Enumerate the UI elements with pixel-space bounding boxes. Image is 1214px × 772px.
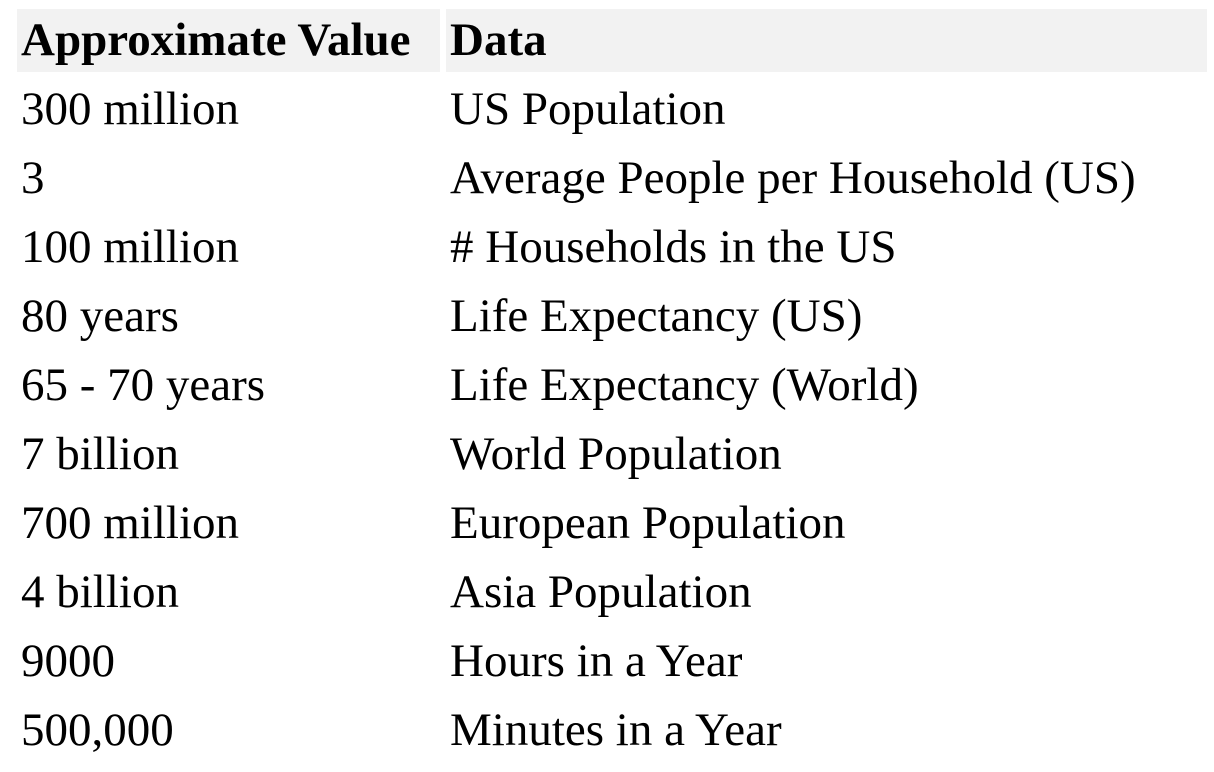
value-cell: 100 million <box>21 221 240 273</box>
value-cell: 7 billion <box>21 428 179 480</box>
table-row: 7 billion World Population <box>17 423 1207 486</box>
table-row: 65 - 70 years Life Expectancy (World) <box>17 354 1207 417</box>
value-cell: 3 <box>21 152 45 204</box>
value-cell: 9000 <box>21 635 115 687</box>
data-cell: Life Expectancy (World) <box>450 359 919 411</box>
table-header-row: Approximate Value Data <box>17 9 1207 72</box>
value-cell: 500,000 <box>21 704 174 756</box>
table-body: 300 million US Population 3 Average Peop… <box>17 78 1207 762</box>
value-cell: 4 billion <box>21 566 179 618</box>
table-row: 700 million European Population <box>17 492 1207 555</box>
column-header-approximate-value: Approximate Value <box>17 9 440 72</box>
data-cell: Asia Population <box>450 566 752 618</box>
table-row: 80 years Life Expectancy (US) <box>17 285 1207 348</box>
approximate-values-table: Approximate Value Data 300 million US Po… <box>11 3 1213 768</box>
data-cell: World Population <box>450 428 782 480</box>
value-cell: 65 - 70 years <box>21 359 266 411</box>
table-row: 4 billion Asia Population <box>17 561 1207 624</box>
value-cell: 80 years <box>21 290 179 342</box>
data-cell: US Population <box>450 83 726 135</box>
table-row: 100 million # Households in the US <box>17 216 1207 279</box>
value-cell: 700 million <box>21 497 240 549</box>
data-cell: European Population <box>450 497 846 549</box>
table-row: 500,000 Minutes in a Year <box>17 699 1207 762</box>
table-row: 9000 Hours in a Year <box>17 630 1207 693</box>
data-cell: Hours in a Year <box>450 635 743 687</box>
value-cell: 300 million <box>21 83 240 135</box>
table-row: 300 million US Population <box>17 78 1207 141</box>
table-row: 3 Average People per Household (US) <box>17 147 1207 210</box>
data-cell: Average People per Household (US) <box>450 152 1136 204</box>
data-cell: Minutes in a Year <box>450 704 782 756</box>
column-header-data: Data <box>446 9 1207 72</box>
data-cell: # Households in the US <box>450 221 897 273</box>
data-cell: Life Expectancy (US) <box>450 290 863 342</box>
